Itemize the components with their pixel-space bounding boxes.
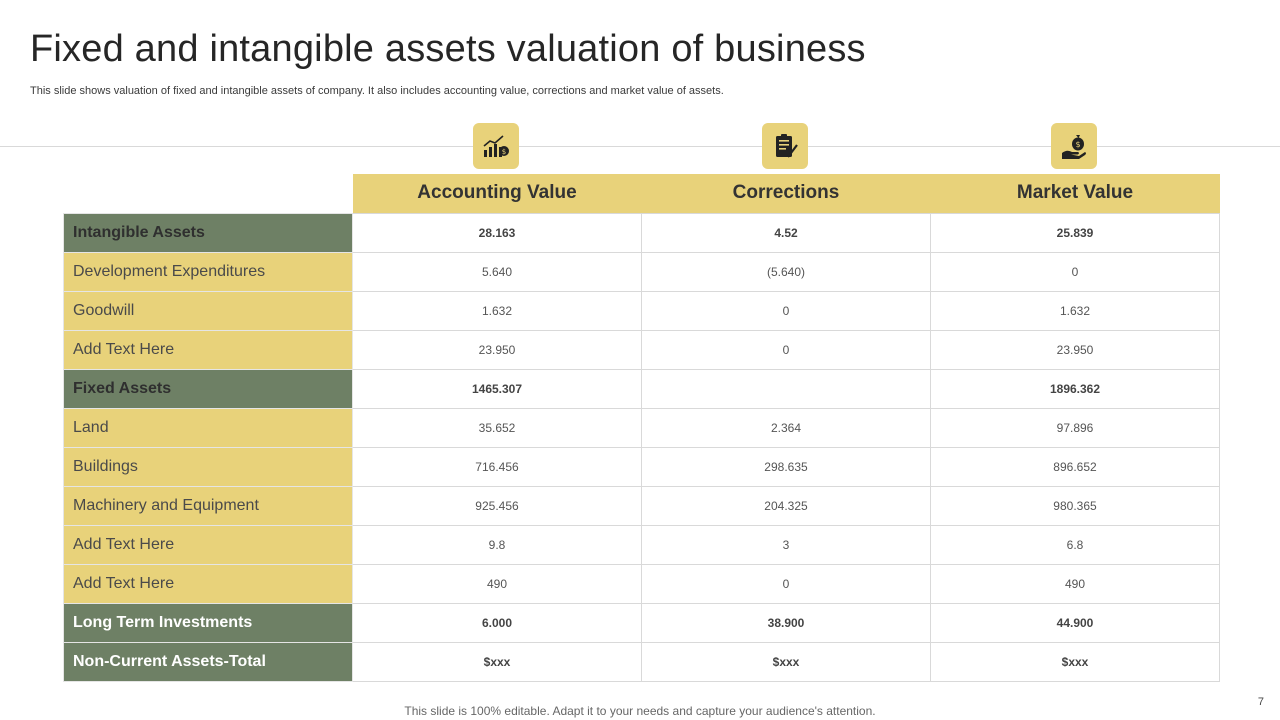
column-header-corrections: Corrections	[641, 174, 931, 213]
table-cell	[641, 368, 931, 409]
table-cell: 1.632	[352, 290, 642, 331]
table-row: Development Expenditures 5.640 (5.640) 0	[63, 251, 1220, 292]
table-cell: 5.640	[352, 251, 642, 292]
column-header-market-value: Market Value	[930, 174, 1220, 213]
table-row: Buildings 716.456 298.635 896.652	[63, 446, 1220, 487]
table-row: Long Term Investments 6.000 38.900 44.900	[63, 602, 1220, 643]
row-label: Add Text Here	[63, 524, 353, 565]
table-cell: 28.163	[352, 212, 642, 253]
table-cell: 204.325	[641, 485, 931, 526]
table-cell: 2.364	[641, 407, 931, 448]
table-cell: 925.456	[352, 485, 642, 526]
table-cell: 490	[930, 563, 1220, 604]
table-cell: $xxx	[352, 641, 642, 682]
row-label: Add Text Here	[63, 329, 353, 370]
table-row: Non-Current Assets-Total $xxx $xxx $xxx	[63, 641, 1220, 682]
table-cell: $xxx	[641, 641, 931, 682]
row-label: Buildings	[63, 446, 353, 487]
row-label: Intangible Assets	[63, 212, 353, 253]
table-cell: 9.8	[352, 524, 642, 565]
footer-note: This slide is 100% editable. Adapt it to…	[404, 704, 876, 718]
svg-text:$: $	[502, 148, 506, 156]
page-number: 7	[1257, 696, 1264, 708]
table-cell: 97.896	[930, 407, 1220, 448]
table-row: Add Text Here 490 0 490	[63, 563, 1220, 604]
table-cell: 896.652	[930, 446, 1220, 487]
table-cell: 38.900	[641, 602, 931, 643]
table-cell: 25.839	[930, 212, 1220, 253]
table-cell: 6.8	[930, 524, 1220, 565]
table-cell: 716.456	[352, 446, 642, 487]
valuation-table: Accounting Value Corrections Market Valu…	[63, 174, 1220, 682]
table-row: Goodwill 1.632 0 1.632	[63, 290, 1220, 331]
row-label: Long Term Investments	[63, 602, 353, 643]
table-cell: 0	[641, 329, 931, 370]
table-cell: (5.640)	[641, 251, 931, 292]
row-label: Goodwill	[63, 290, 353, 331]
row-label: Development Expenditures	[63, 251, 353, 292]
page-subtitle: This slide shows valuation of fixed and …	[30, 85, 724, 97]
table-cell: 4.52	[641, 212, 931, 253]
money-bag-hand-icon: $	[1051, 123, 1097, 169]
table-cell: 0	[930, 251, 1220, 292]
row-label: Machinery and Equipment	[63, 485, 353, 526]
header-blank-cell	[64, 174, 353, 213]
table-cell: 0	[641, 290, 931, 331]
table-cell: 980.365	[930, 485, 1220, 526]
chart-growth-icon: $	[473, 123, 519, 169]
table-cell: 3	[641, 524, 931, 565]
row-label: Land	[63, 407, 353, 448]
column-header-accounting-value: Accounting Value	[352, 174, 642, 213]
table-cell: 1896.362	[930, 368, 1220, 409]
table-cell: 1.632	[930, 290, 1220, 331]
clipboard-checklist-icon	[762, 123, 808, 169]
table-cell: 35.652	[352, 407, 642, 448]
table-cell: 490	[352, 563, 642, 604]
table-row: Machinery and Equipment 925.456 204.325 980…	[63, 485, 1220, 526]
row-label: Non-Current Assets-Total	[63, 641, 353, 682]
page-title: Fixed and intangible assets valuation of…	[30, 28, 866, 70]
table-row: Add Text Here 9.8 3 6.8	[63, 524, 1220, 565]
table-row: Add Text Here 23.950 0 23.950	[63, 329, 1220, 370]
table-header-row: Accounting Value Corrections Market Valu…	[64, 174, 1220, 213]
table-cell: 0	[641, 563, 931, 604]
table-cell: 23.950	[930, 329, 1220, 370]
row-label: Add Text Here	[63, 563, 353, 604]
table-row: Fixed Assets 1465.307 1896.362	[63, 368, 1220, 409]
table-row: Intangible Assets 28.163 4.52 25.839	[63, 212, 1220, 253]
table-cell: $xxx	[930, 641, 1220, 682]
table-cell: 1465.307	[352, 368, 642, 409]
svg-text:$: $	[1075, 140, 1080, 149]
table-cell: 44.900	[930, 602, 1220, 643]
table-cell: 23.950	[352, 329, 642, 370]
table-row: Land 35.652 2.364 97.896	[63, 407, 1220, 448]
row-label: Fixed Assets	[63, 368, 353, 409]
table-cell: 298.635	[641, 446, 931, 487]
table-cell: 6.000	[352, 602, 642, 643]
header-divider	[0, 146, 1280, 147]
